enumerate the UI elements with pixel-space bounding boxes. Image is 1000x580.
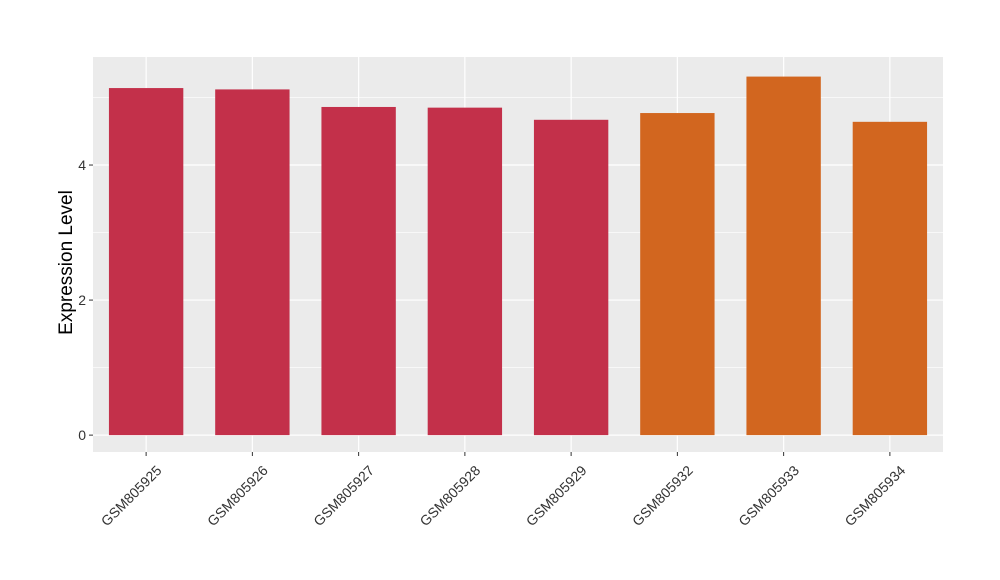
bars xyxy=(108,76,928,436)
y-tick-label: 4 xyxy=(78,157,86,173)
bar-GSM805933 xyxy=(746,76,821,436)
bar-GSM805934 xyxy=(852,121,928,436)
x-tick-label: GSM805927 xyxy=(310,462,377,529)
bar-GSM805928 xyxy=(427,107,503,436)
bar-GSM805926 xyxy=(215,89,290,436)
x-tick-label: GSM805933 xyxy=(735,462,802,529)
x-tick-label: GSM805928 xyxy=(416,462,483,529)
bar-GSM805929 xyxy=(533,119,609,436)
x-tick-label: GSM805929 xyxy=(523,462,590,529)
y-tick-label: 2 xyxy=(78,292,86,308)
y-tick-label: 0 xyxy=(78,427,86,443)
y-axis-title: Expression Level xyxy=(56,190,77,335)
bar-GSM805925 xyxy=(108,88,184,436)
x-tick-label: GSM805934 xyxy=(841,462,908,529)
y-axis: 0 2 4 xyxy=(78,157,93,443)
x-tick-label: GSM805926 xyxy=(204,462,271,529)
bar-GSM805927 xyxy=(321,106,396,436)
x-tick-label: GSM805925 xyxy=(98,462,165,529)
x-axis: GSM805925 GSM805926 GSM805927 GSM805928 GSM8… xyxy=(98,452,909,529)
x-tick-label: GSM805932 xyxy=(629,462,696,529)
bar-GSM805932 xyxy=(640,113,715,436)
